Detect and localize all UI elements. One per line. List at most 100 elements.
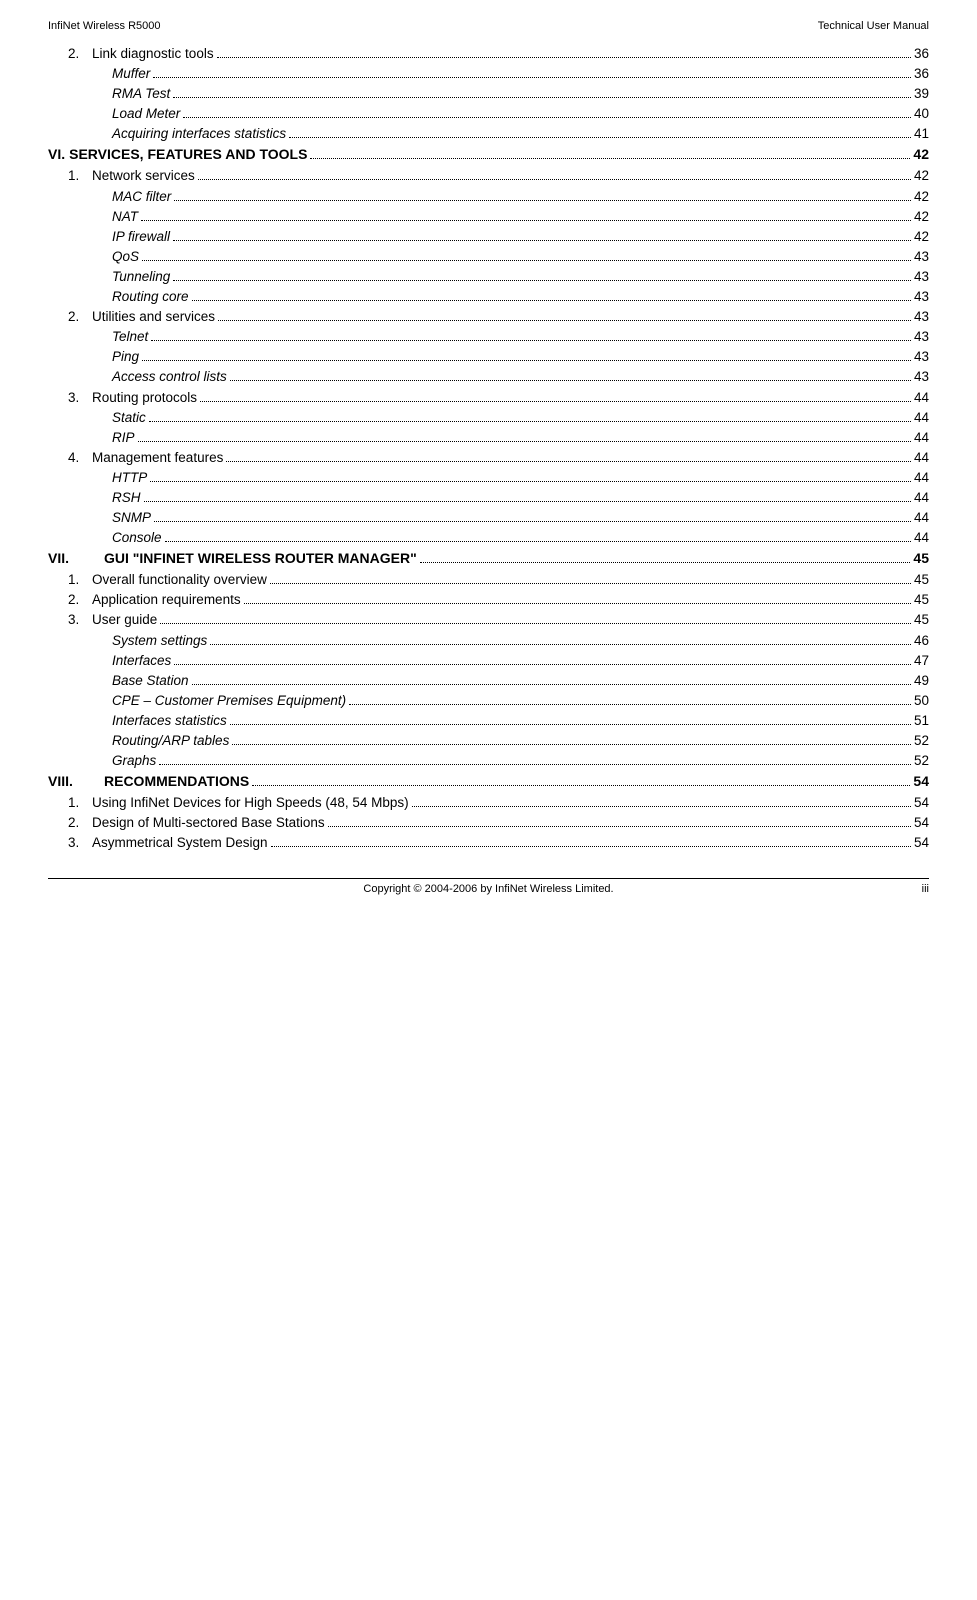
header-right: Technical User Manual (818, 20, 929, 32)
toc-entry: 2.Application requirements 45 (48, 592, 929, 607)
page-header: InfiNet Wireless R5000 Technical User Ma… (48, 20, 929, 32)
toc-leader-dots (165, 530, 911, 542)
toc-leader-dots (142, 350, 911, 362)
toc-entry-text: Ping (112, 349, 139, 364)
toc-entry-page: 54 (914, 815, 929, 830)
toc-entry: RMA Test39 (48, 86, 929, 101)
toc-entry-prefix: 1. (68, 795, 92, 810)
toc-leader-dots (218, 309, 911, 321)
toc-entry-page: 43 (914, 349, 929, 364)
toc-leader-dots (232, 733, 911, 745)
toc-leader-dots (138, 430, 911, 442)
toc-entry-text: Telnet (112, 329, 148, 344)
toc-leader-dots (226, 450, 911, 462)
toc-entry-text: VI.SERVICES, FEATURES AND TOOLS (48, 146, 307, 162)
toc-entry-prefix: 3. (68, 835, 92, 850)
toc-entry-text: IP firewall (112, 229, 170, 244)
toc-entry: Muffer 36 (48, 66, 929, 81)
toc-leader-dots (349, 693, 911, 705)
toc-entry-page: 43 (914, 269, 929, 284)
toc-entry-prefix: 3. (68, 390, 92, 405)
toc-entry-text: Load Meter (112, 106, 180, 121)
toc-entry: VI.SERVICES, FEATURES AND TOOLS 42 (48, 146, 929, 162)
toc-entry: 2.Design of Multi-sectored Base Stations… (48, 815, 929, 830)
toc-leader-dots (142, 249, 911, 261)
toc-leader-dots (174, 653, 911, 665)
toc-entry-text: Acquiring interfaces statistics (112, 126, 286, 141)
toc-entry-page: 44 (914, 410, 929, 425)
toc-entry-page: 45 (913, 550, 929, 566)
toc-entry-text: Interfaces statistics (112, 713, 227, 728)
toc-entry-text: 3.User guide (68, 612, 157, 627)
toc-entry: IP firewall 42 (48, 229, 929, 244)
toc-leader-dots (200, 390, 911, 402)
header-left: InfiNet Wireless R5000 (48, 20, 161, 32)
toc-entry-text: 2.Design of Multi-sectored Base Stations (68, 815, 325, 830)
toc-entry: Graphs52 (48, 753, 929, 768)
footer-left (48, 883, 88, 895)
toc-leader-dots (244, 593, 911, 605)
toc-entry-prefix: VII. (48, 550, 104, 566)
toc-entry-text: 3.Routing protocols (68, 390, 197, 405)
toc-entry: Console 44 (48, 530, 929, 545)
toc-leader-dots (210, 633, 911, 645)
toc-entry-text: VIII.RECOMMENDATIONS (48, 773, 249, 789)
toc-entry-page: 43 (914, 329, 929, 344)
toc-leader-dots (252, 774, 910, 786)
toc-entry: MAC filter42 (48, 189, 929, 204)
toc-entry-text: Routing core (112, 289, 189, 304)
toc-entry-prefix: 3. (68, 612, 92, 627)
toc-entry-text: Muffer (112, 66, 150, 81)
toc-entry-prefix: 2. (68, 815, 92, 830)
toc-entry-text: VII.GUI "INFINET WIRELESS ROUTER MANAGER… (48, 550, 417, 566)
toc-entry-page: 42 (914, 168, 929, 183)
toc-leader-dots (217, 46, 911, 58)
toc-entry-page: 51 (914, 713, 929, 728)
toc-entry-text: 3.Asymmetrical System Design (68, 835, 268, 850)
toc-entry: Tunneling 43 (48, 269, 929, 284)
toc-entry-page: 54 (914, 795, 929, 810)
toc-entry: Acquiring interfaces statistics 41 (48, 126, 929, 141)
toc-entry: RIP44 (48, 430, 929, 445)
toc-entry-page: 44 (914, 470, 929, 485)
toc-entry-text: 1.Overall functionality overview (68, 572, 267, 587)
toc-entry-text: 2.Link diagnostic tools (68, 46, 214, 61)
toc-entry: 1.Network services 42 (48, 168, 929, 183)
toc-leader-dots (328, 815, 911, 827)
toc-leader-dots (271, 836, 911, 848)
page-footer: Copyright © 2004-2006 by InfiNet Wireles… (48, 878, 929, 895)
toc-entry-prefix: 1. (68, 572, 92, 587)
toc-entry: System settings 46 (48, 633, 929, 648)
toc-entry-prefix: 2. (68, 309, 92, 324)
toc-entry-prefix: 4. (68, 450, 92, 465)
toc-leader-dots (230, 370, 911, 382)
toc-entry-prefix: 1. (68, 168, 92, 183)
toc-leader-dots (150, 470, 911, 482)
toc-entry: 3.Asymmetrical System Design54 (48, 835, 929, 850)
toc-entry-prefix: VI. (48, 146, 65, 162)
toc-entry-text: Tunneling (112, 269, 170, 284)
document-page: InfiNet Wireless R5000 Technical User Ma… (0, 0, 977, 905)
toc-entry-page: 52 (914, 753, 929, 768)
toc-entry-text: QoS (112, 249, 139, 264)
toc-entry-text: MAC filter (112, 189, 171, 204)
toc-entry-page: 44 (914, 450, 929, 465)
toc-entry: 2.Utilities and services43 (48, 309, 929, 324)
toc-entry-page: 41 (914, 126, 929, 141)
toc-leader-dots (192, 673, 911, 685)
toc-entry: 1.Overall functionality overview45 (48, 572, 929, 587)
table-of-contents: 2.Link diagnostic tools36Muffer 36RMA Te… (48, 46, 929, 850)
toc-leader-dots (144, 490, 911, 502)
toc-leader-dots (183, 106, 911, 118)
toc-leader-dots (192, 289, 911, 301)
toc-entry-page: 42 (914, 229, 929, 244)
toc-entry-text: 2.Utilities and services (68, 309, 215, 324)
toc-leader-dots (173, 229, 911, 241)
toc-entry-text: Base Station (112, 673, 189, 688)
toc-entry-page: 40 (914, 106, 929, 121)
toc-entry-page: 42 (913, 146, 929, 162)
toc-leader-dots (412, 795, 911, 807)
toc-leader-dots (289, 127, 911, 139)
toc-entry-prefix: VIII. (48, 773, 104, 789)
toc-entry-text: System settings (112, 633, 207, 648)
